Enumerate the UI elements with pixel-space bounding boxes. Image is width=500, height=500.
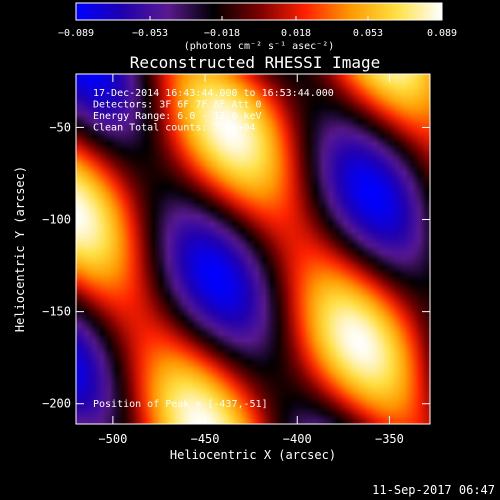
colorbar-frame <box>75 2 443 21</box>
y-axis-label: Heliocentric Y (arcsec) <box>13 166 27 332</box>
x-tick-label: −450 <box>191 432 220 446</box>
x-tick-label: −500 <box>98 432 127 446</box>
colorbar-tick-label: 0.089 <box>427 28 457 39</box>
chart-title: Reconstructed RHESSI Image <box>130 53 380 72</box>
colorbar-tick-label: 0.018 <box>281 28 311 39</box>
annotation-line: Clean Total counts: 7.5e+04 <box>93 123 256 134</box>
annotation-line: Energy Range: 6.0 - 12.0 keV <box>93 111 262 122</box>
x-axis-label: Heliocentric X (arcsec) <box>170 448 336 462</box>
colorbar: −0.089 −0.053 −0.018 0.018 0.053 0.089 (photo… <box>58 2 457 52</box>
annotation-block: 17-Dec-2014 16:43:44.000 to 16:53:44.000… <box>93 88 334 134</box>
plot-area: −500 −450 −400 −350 −50 −100 −150 −200 17-Dec-2… <box>42 73 431 446</box>
colorbar-tick-label: 0.053 <box>353 28 383 39</box>
annotation-line: Detectors: 3F 6F 7F 8F Att 0 <box>93 100 262 111</box>
colorbar-tick-label: −0.018 <box>204 28 240 39</box>
colorbar-tick-label: −0.053 <box>132 28 168 39</box>
colorbar-gradient <box>76 3 442 20</box>
x-tick-label: −350 <box>375 432 404 446</box>
y-tick-label: −200 <box>42 397 71 411</box>
y-tick-label: −100 <box>42 213 71 227</box>
colorbar-ticks: −0.089 −0.053 −0.018 0.018 0.053 0.089 <box>58 16 457 39</box>
peak-position-label: Position of Peak = [-437,-51] <box>93 399 268 410</box>
plot-frame <box>75 73 431 425</box>
x-tick-label: −400 <box>283 432 312 446</box>
axis-ticks: −500 −450 −400 −350 −50 −100 −150 −200 <box>42 74 430 446</box>
heatmap-image <box>76 74 430 424</box>
colorbar-units-label: (photons cm⁻² s⁻¹ asec⁻²) <box>184 41 335 52</box>
y-tick-label: −50 <box>49 120 71 134</box>
annotation-line: 17-Dec-2014 16:43:44.000 to 16:53:44.000 <box>93 88 334 99</box>
footer-timestamp: 11-Sep-2017 06:47 <box>372 483 495 497</box>
colorbar-tick-label: −0.089 <box>58 28 94 39</box>
y-tick-label: −150 <box>42 305 71 319</box>
